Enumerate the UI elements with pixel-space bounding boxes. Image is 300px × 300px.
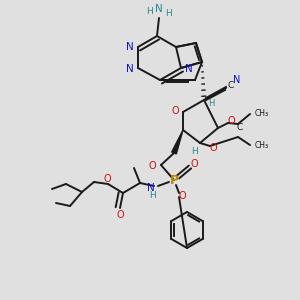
Text: O: O: [171, 106, 179, 116]
Text: O: O: [209, 143, 217, 153]
Text: O: O: [178, 191, 186, 201]
Text: H: H: [190, 146, 197, 155]
Text: N: N: [155, 4, 163, 14]
Text: O: O: [103, 174, 111, 184]
Text: H: H: [146, 8, 153, 16]
Text: O: O: [116, 210, 124, 220]
Text: N: N: [126, 42, 134, 52]
Text: C: C: [227, 80, 233, 89]
Text: CH₃: CH₃: [255, 110, 269, 118]
Text: N: N: [233, 75, 240, 85]
Text: O: O: [227, 116, 235, 126]
Text: CH₃: CH₃: [255, 142, 269, 151]
Text: H: H: [149, 190, 156, 200]
Text: C: C: [237, 124, 243, 133]
Text: P: P: [169, 173, 178, 187]
Text: N: N: [126, 64, 134, 74]
Text: H: H: [165, 10, 172, 19]
Text: N: N: [185, 64, 193, 74]
Text: O: O: [148, 161, 156, 171]
Polygon shape: [172, 130, 183, 154]
Text: H: H: [208, 98, 214, 107]
Text: N: N: [147, 183, 155, 193]
Text: O: O: [190, 159, 198, 169]
